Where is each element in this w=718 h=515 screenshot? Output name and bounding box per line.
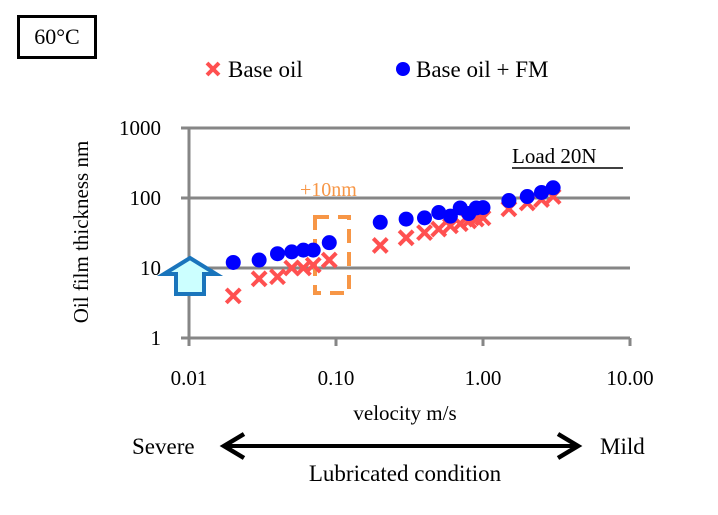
x-tick-label: 1.00 [465,366,502,390]
x-tick-label: 10.00 [606,366,653,390]
delta-label: +10nm [300,179,357,201]
y-tick-label: 10 [140,256,161,280]
data-point-base-oil [430,220,448,238]
load-label: Load 20N [512,144,597,168]
x-axis-label: velocity m/s [353,401,456,425]
temperature-label: 60°C [34,24,80,49]
data-point-base-oil-fm [284,244,300,260]
temperature-label-box: 60°C [17,15,97,59]
x-tick-label: 0.10 [318,366,355,390]
y-tick-label: 1000 [119,116,161,140]
legend-marker-base-oil-fm [396,62,410,76]
data-point-base-oil-fm [545,180,561,196]
data-point-base-oil-fm [372,214,388,230]
data-point-base-oil-fm [501,193,517,209]
data-point-base-oil-fm [431,205,447,221]
y-axis-label: Oil film thickness nm [69,141,93,324]
severe-label: Severe [132,434,195,459]
data-point-base-oil [371,237,389,254]
data-point-base-oil-fm [417,210,433,226]
data-point-base-oil-fm [533,184,549,200]
delta-highlight-box [313,215,351,295]
data-point-base-oil-fm [225,254,241,270]
data-point-base-oil [224,287,242,305]
data-point-base-oil-fm [305,242,321,258]
axes [187,128,632,346]
data-point-base-oil-fm [321,235,337,251]
data-point-base-oil-fm [519,189,535,205]
data-point-base-oil [304,256,322,274]
legend-label-base-oil-fm: Base oil + FM [416,57,548,82]
legend: Base oil Base oil + FM [205,57,548,82]
up-arrow-icon [156,255,224,296]
data-point-base-oil [416,224,433,242]
y-tick-label: 100 [130,186,162,210]
data-point-base-oil [397,229,415,247]
y-tick-label: 1 [151,326,162,350]
x-tick-label: 0.01 [171,366,208,390]
data-point-base-oil-fm [270,246,286,262]
data-point-base-oil [320,251,338,269]
double-arrow-icon [219,432,583,460]
data-point-base-oil-fm [398,211,414,227]
data-point-base-oil-fm [442,208,458,224]
data-point-base-oil-fm [475,200,491,216]
data-point-base-oil [250,270,268,288]
legend-label-base-oil: Base oil [228,57,303,82]
legend-marker-base-oil [205,61,221,77]
lubricated-condition-caption: Lubricated condition [309,461,502,486]
series-base-oil-fm [225,180,561,270]
tick-labels: 1 10 100 1000 0.01 0.10 1.00 10.00 [119,116,654,390]
data-point-base-oil [269,268,286,286]
mild-label: Mild [600,434,645,459]
data-point-base-oil-fm [251,252,267,268]
